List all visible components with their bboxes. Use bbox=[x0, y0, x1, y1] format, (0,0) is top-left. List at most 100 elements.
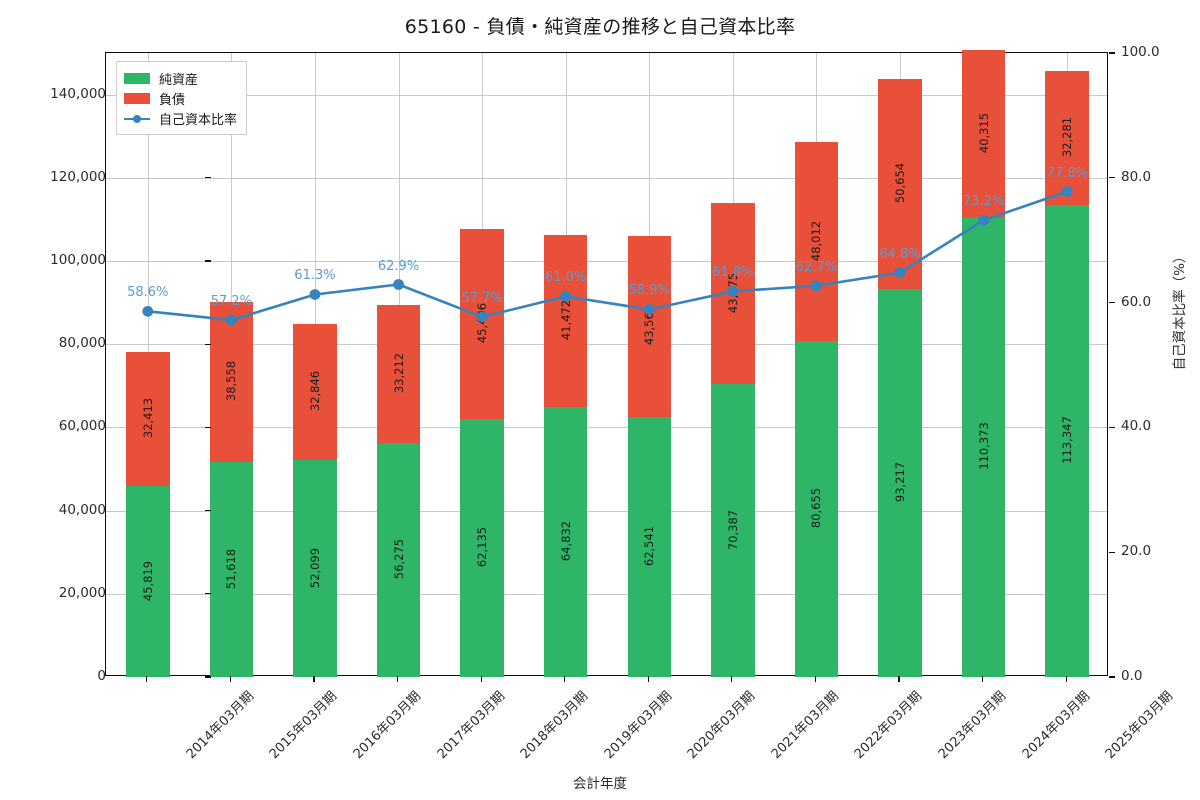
bar-segment-equity[interactable] bbox=[794, 341, 839, 677]
bar-segment-liability[interactable] bbox=[293, 323, 337, 461]
legend-item-label: 自己資本比率 bbox=[159, 112, 238, 128]
x-axis-tick bbox=[146, 676, 148, 682]
bar-segment-equity[interactable] bbox=[293, 460, 337, 677]
x-axis-tick-label: 2021年03月期 bbox=[768, 688, 842, 763]
ratio-line-marker[interactable] bbox=[225, 314, 237, 326]
x-axis-tick-label: 2020年03月期 bbox=[685, 688, 759, 763]
ratio-line-marker[interactable] bbox=[309, 289, 321, 300]
y-axis-tick-left bbox=[205, 343, 211, 345]
ratio-line-marker[interactable] bbox=[393, 279, 404, 290]
ratio-value-label: 73.2% bbox=[962, 194, 1005, 210]
bar-segment-equity[interactable] bbox=[543, 407, 588, 677]
x-axis-tick-label: 2015年03月期 bbox=[267, 688, 341, 763]
bar-segment-equity[interactable] bbox=[209, 462, 254, 677]
ratio-value-label: 58.9% bbox=[628, 283, 670, 299]
y-axis-tick-label-left: 120,000 bbox=[50, 168, 106, 185]
legend-line-marker-icon bbox=[124, 113, 150, 124]
x-axis-tick bbox=[898, 676, 900, 682]
y-axis-tick-label-right: 0.0 bbox=[1121, 668, 1143, 684]
x-axis-tick-label: 2017年03月期 bbox=[434, 688, 508, 763]
bar-segment-equity[interactable] bbox=[126, 486, 170, 677]
x-axis-tick bbox=[1065, 676, 1067, 682]
x-axis-tick bbox=[982, 676, 984, 682]
y-axis-label-left: 金額（百万円） bbox=[0, 262, 2, 358]
y-axis-tick-right bbox=[1109, 551, 1115, 553]
x-axis-tick bbox=[731, 676, 733, 682]
bar-segment-liability[interactable] bbox=[627, 235, 671, 417]
ratio-line-marker[interactable] bbox=[978, 214, 990, 226]
legend-item-label: 負債 bbox=[159, 92, 186, 108]
bar-segment-liability[interactable] bbox=[1045, 71, 1089, 206]
y-axis-tick-right bbox=[1109, 177, 1115, 179]
bar-segment-liability[interactable] bbox=[878, 78, 922, 290]
ratio-line-marker[interactable] bbox=[560, 290, 572, 302]
ratio-value-label: 62.7% bbox=[795, 259, 838, 275]
y-axis-tick-left bbox=[205, 510, 211, 512]
y-axis-tick-left bbox=[205, 177, 211, 179]
x-axis-tick-label: 2023年03月期 bbox=[935, 688, 1010, 763]
ratio-line-marker[interactable] bbox=[1061, 186, 1073, 197]
ratio-value-label: 62.9% bbox=[377, 258, 420, 274]
bar-segment-equity[interactable] bbox=[460, 418, 504, 677]
y-axis-tick-label-left: 100,000 bbox=[50, 252, 106, 268]
x-axis-label: 会計年度 bbox=[573, 776, 627, 792]
y-axis-tick-left bbox=[205, 676, 211, 678]
legend-item-label: 純資産 bbox=[159, 72, 199, 88]
ratio-value-label: 57.2% bbox=[210, 294, 253, 310]
ratio-line-path bbox=[146, 190, 1069, 322]
bar-segment-equity[interactable] bbox=[376, 442, 421, 677]
bar-segment-equity[interactable] bbox=[961, 217, 1006, 677]
legend-item[interactable]: 自己資本比率 bbox=[124, 108, 237, 128]
bar-segment-liability[interactable] bbox=[794, 141, 839, 342]
x-axis-tick-label: 2022年03月期 bbox=[852, 688, 926, 763]
y-axis-tick-label-left: 140,000 bbox=[50, 85, 106, 102]
bar-segment-liability[interactable] bbox=[209, 301, 254, 463]
x-axis-tick bbox=[229, 676, 231, 682]
y-axis-tick-left bbox=[205, 426, 211, 428]
y-axis-tick-left bbox=[205, 593, 211, 595]
y-axis-tick-left bbox=[205, 260, 211, 262]
bar-segment-liability[interactable] bbox=[543, 234, 588, 408]
ratio-value-label: 61.0% bbox=[545, 270, 587, 286]
y-axis-tick-label-right: 60.0 bbox=[1121, 293, 1152, 310]
bar-segment-liability[interactable] bbox=[376, 304, 421, 443]
ratio-value-label: 77.8% bbox=[1046, 165, 1088, 181]
y-axis-tick-label-left: 40,000 bbox=[58, 501, 106, 518]
gridline-horizontal bbox=[106, 344, 1107, 346]
chart-title: 65160 - 負債・純資産の推移と自己資本比率 bbox=[404, 16, 796, 38]
x-axis-tick bbox=[647, 676, 649, 682]
bar-segment-liability[interactable] bbox=[460, 229, 504, 419]
ratio-line-marker[interactable] bbox=[476, 311, 488, 323]
y-axis-tick-right bbox=[1109, 676, 1115, 678]
y-axis-tick-right bbox=[1109, 52, 1115, 54]
y-axis-label-right: 自己資本比率（%） bbox=[1172, 249, 1188, 371]
ratio-line-marker[interactable] bbox=[643, 304, 655, 315]
legend-swatch-icon bbox=[124, 72, 150, 84]
bar-segment-equity[interactable] bbox=[878, 289, 922, 677]
ratio-line-marker[interactable] bbox=[894, 267, 906, 279]
bar-segment-equity[interactable] bbox=[627, 416, 671, 677]
bar-segment-equity[interactable] bbox=[711, 384, 755, 677]
bar-segment-equity[interactable] bbox=[1045, 205, 1089, 677]
x-axis-tick bbox=[313, 676, 315, 682]
legend-item[interactable]: 純資産 bbox=[124, 68, 237, 88]
ratio-line-marker[interactable] bbox=[727, 285, 739, 297]
x-axis-tick-label: 2024年03月期 bbox=[1019, 688, 1093, 763]
x-axis-tick-label: 2019年03月期 bbox=[601, 688, 675, 763]
y-axis-tick-label-right: 20.0 bbox=[1121, 543, 1152, 560]
x-axis-tick bbox=[480, 676, 482, 682]
ratio-value-label: 61.3% bbox=[294, 268, 336, 284]
legend-swatch-icon bbox=[124, 92, 150, 104]
bar-segment-liability[interactable] bbox=[961, 50, 1006, 218]
y-axis-tick-label-left: 80,000 bbox=[58, 335, 106, 352]
gridline-horizontal bbox=[106, 593, 1107, 595]
x-axis-tick-label: 2018年03月期 bbox=[517, 688, 592, 763]
bar-segment-liability[interactable] bbox=[126, 351, 170, 487]
y-axis-tick-right bbox=[1109, 426, 1115, 428]
ratio-line-marker[interactable] bbox=[811, 280, 822, 292]
legend-item[interactable]: 負債 bbox=[124, 88, 237, 108]
ratio-line-marker[interactable] bbox=[142, 305, 154, 317]
y-axis-tick-right bbox=[1109, 302, 1115, 304]
gridline-horizontal bbox=[106, 94, 1107, 96]
